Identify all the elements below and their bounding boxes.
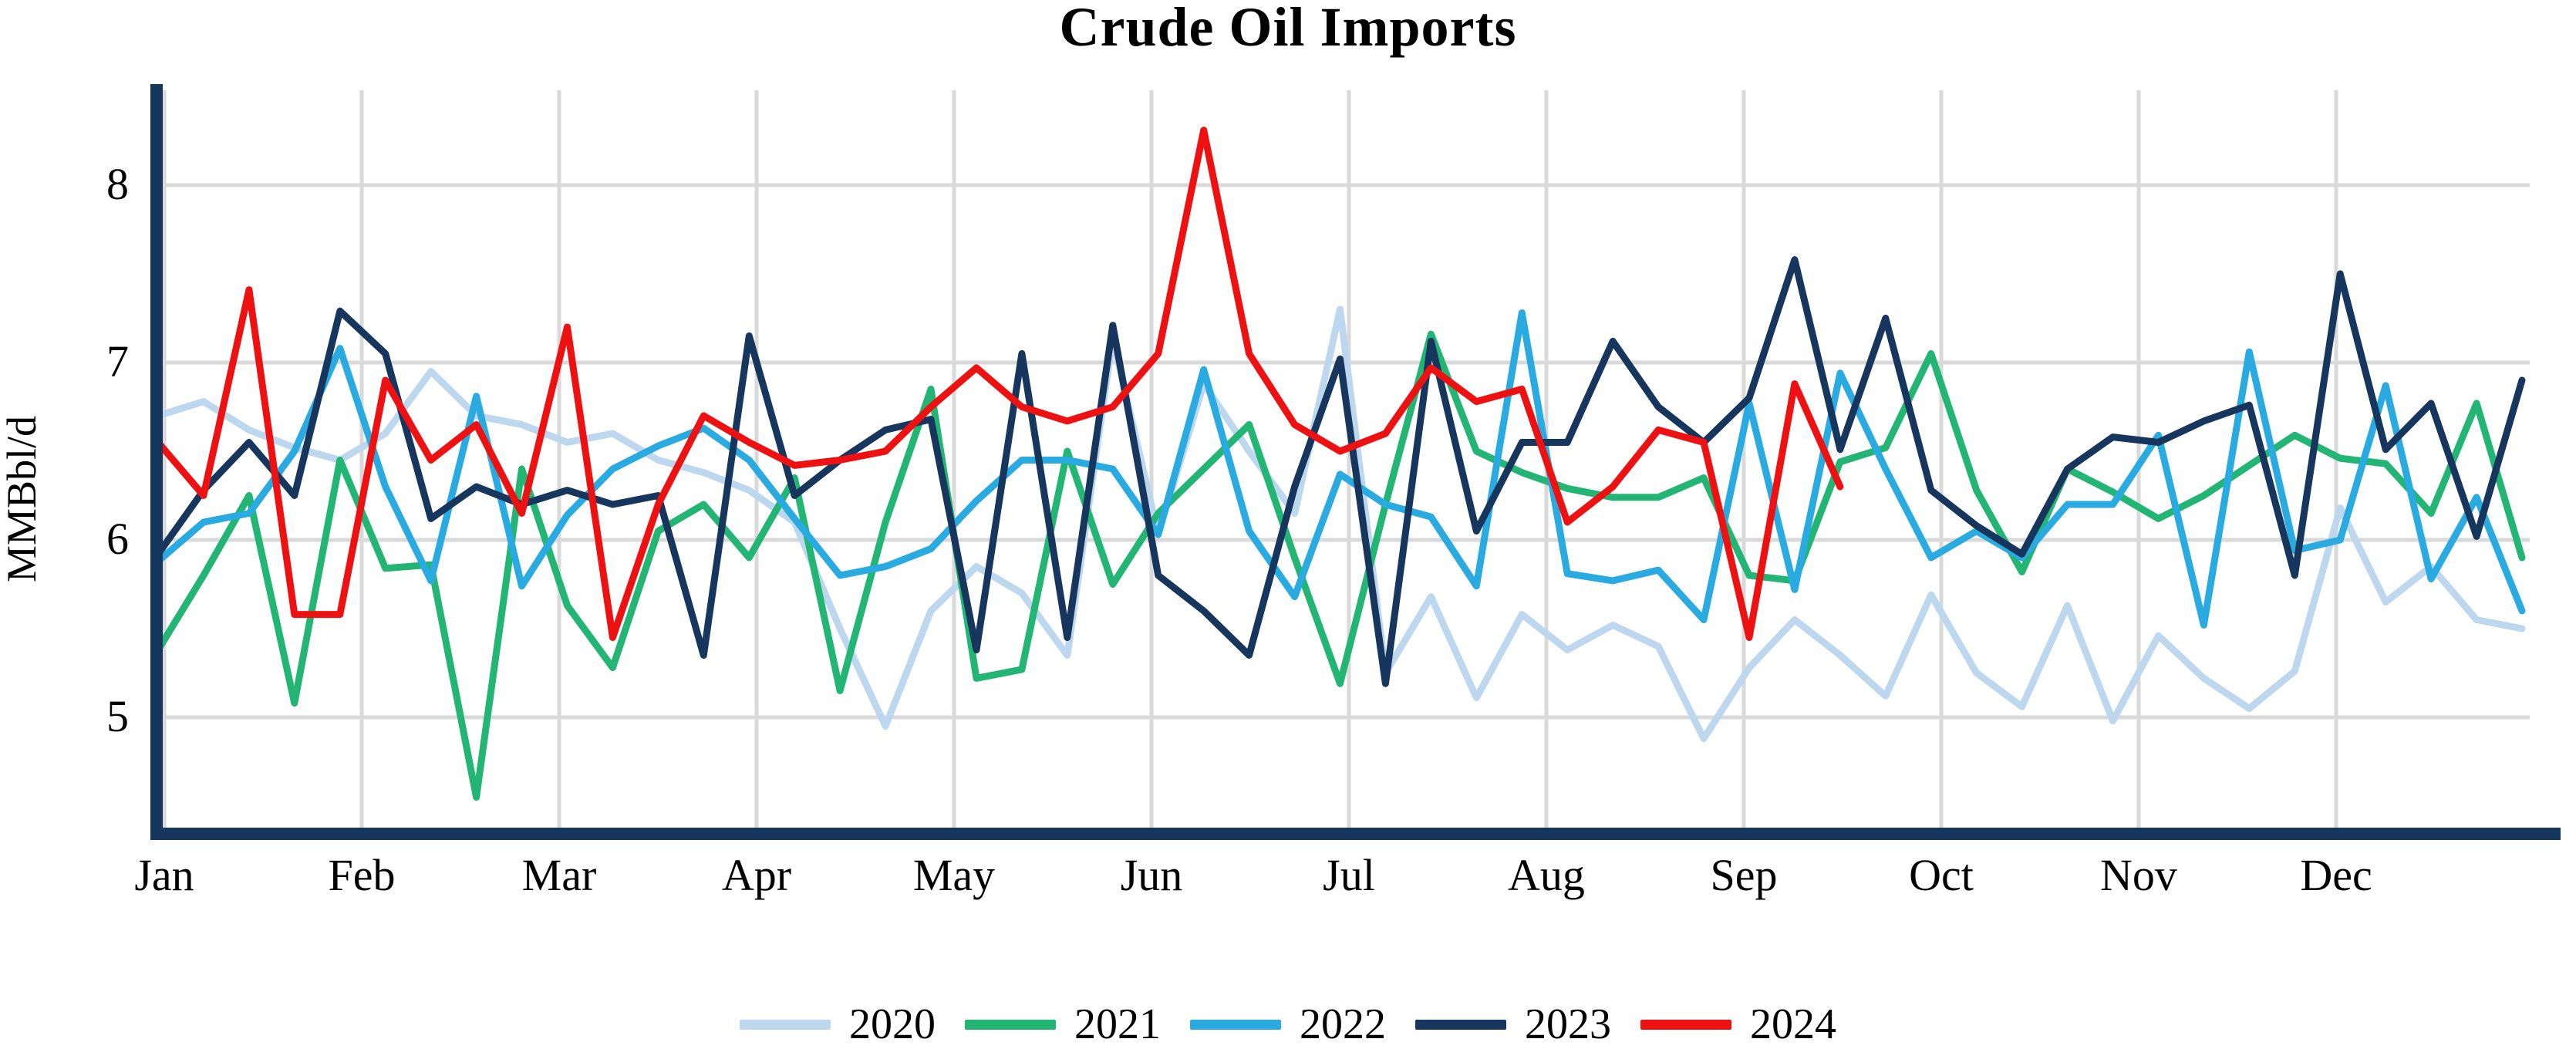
legend-label-2021: 2021 [1074,1000,1161,1048]
x-tick-label-Feb: Feb [329,850,396,900]
legend-swatch-2022 [1190,1019,1281,1030]
legend-item-2020: 2020 [740,1000,936,1049]
y-tick-label-6: 6 [106,514,129,564]
x-tick-label-Jul: Jul [1323,850,1375,900]
y-tick-label-8: 8 [106,159,129,209]
legend-swatch-2024 [1640,1019,1731,1030]
legend-item-2023: 2023 [1415,1000,1611,1049]
legend-label-2022: 2022 [1300,1000,1386,1048]
x-tick-label-Sep: Sep [1711,850,1778,900]
chart-title: Crude Oil Imports [1059,0,1517,58]
x-tick-label-Jan: Jan [134,850,194,900]
x-tick-label-Apr: Apr [722,850,791,900]
series-line-2022 [154,309,2526,629]
x-tick-label-Nov: Nov [2100,850,2177,900]
x-tick-label-Dec: Dec [2300,850,2372,900]
x-tick-label-Aug: Aug [1508,850,1585,900]
x-tick-label-Jun: Jun [1121,850,1183,900]
legend-label-2020: 2020 [849,1000,936,1048]
legend-label-2023: 2023 [1525,1000,1611,1048]
series-line-2020 [154,305,2526,743]
x-tick-label-Mar: Mar [522,850,597,900]
series-line-2023 [154,256,2526,687]
legend-item-2022: 2022 [1190,1000,1386,1049]
x-tick-label-Oct: Oct [1909,850,1974,900]
legend-swatch-2021 [965,1019,1056,1030]
series-line-2024 [154,126,1844,641]
legend-swatch-2023 [1415,1019,1506,1030]
y-tick-label-7: 7 [106,336,129,386]
legend-item-2021: 2021 [965,1000,1161,1049]
y-tick-label-5: 5 [106,691,129,741]
x-tick-label-May: May [913,850,995,900]
legend: 2020 2021 2022 2023 2024 [0,1000,2576,1049]
series-line-2021 [154,330,2526,801]
legend-label-2024: 2024 [1750,1000,1836,1048]
legend-item-2024: 2024 [1640,1000,1836,1049]
legend-swatch-2020 [740,1019,831,1030]
